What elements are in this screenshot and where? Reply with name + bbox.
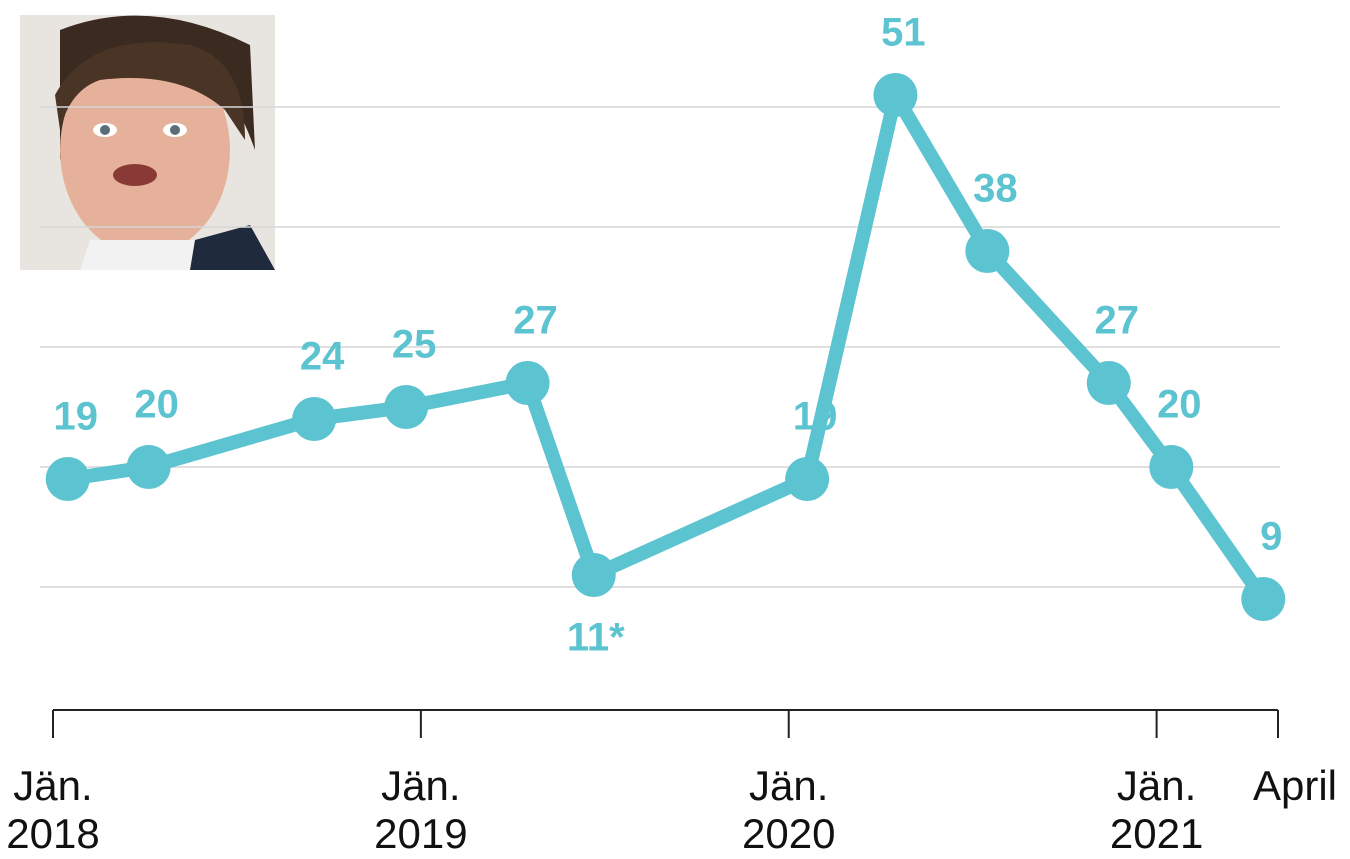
point bbox=[45, 457, 90, 501]
x-tick-label: Jän. 2019 bbox=[374, 762, 468, 857]
point bbox=[873, 73, 918, 117]
point bbox=[1241, 577, 1286, 621]
point bbox=[965, 229, 1010, 273]
value-label: 19 bbox=[793, 395, 838, 439]
value-label: 19 bbox=[53, 395, 98, 439]
value-label: 27 bbox=[1095, 299, 1140, 343]
portrait bbox=[20, 15, 275, 270]
x-tick-label: April bbox=[1252, 762, 1338, 809]
x-tick-label: Jän. 2020 bbox=[742, 762, 836, 857]
value-label: 9 bbox=[1260, 515, 1282, 559]
value-label: 11* bbox=[567, 616, 625, 660]
point bbox=[505, 361, 550, 405]
x-tick-label: Jän. 2021 bbox=[1109, 762, 1204, 857]
point bbox=[571, 553, 616, 597]
point bbox=[785, 457, 830, 501]
value-label: 25 bbox=[392, 323, 437, 367]
point bbox=[292, 397, 337, 441]
x-tick-label: Jän. 2018 bbox=[6, 762, 100, 857]
value-label: 51 bbox=[881, 11, 926, 55]
value-label: 24 bbox=[300, 335, 345, 379]
point bbox=[384, 385, 429, 429]
value-label: 20 bbox=[1157, 383, 1202, 427]
value-label: 38 bbox=[973, 167, 1018, 211]
point bbox=[1086, 361, 1131, 405]
value-label: 27 bbox=[513, 299, 558, 343]
value-label: 20 bbox=[134, 383, 179, 427]
point bbox=[1149, 445, 1194, 489]
point bbox=[126, 445, 171, 489]
